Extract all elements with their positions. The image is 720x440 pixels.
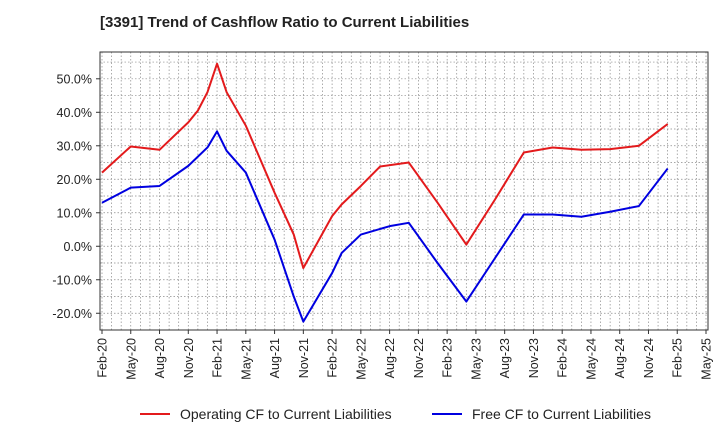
x-tick-label: Nov-20 [182, 338, 196, 378]
series-line-free-cf [101, 130, 669, 323]
x-tick-label: Feb-20 [96, 338, 110, 378]
x-tick-label: May-24 [584, 338, 598, 380]
x-tick-label: Aug-22 [383, 338, 397, 378]
x-tick-label: May-22 [354, 338, 368, 380]
y-tick-label: 50.0% [57, 72, 92, 86]
x-tick-label: Feb-23 [441, 338, 455, 378]
legend: Operating CF to Current Liabilities Free … [140, 406, 651, 422]
x-tick-label: May-25 [700, 338, 714, 380]
y-tick-label: -10.0% [52, 273, 92, 287]
y-tick-label: 30.0% [57, 139, 92, 153]
x-tick-label: Aug-21 [268, 338, 282, 378]
x-tick-label: Feb-25 [671, 338, 685, 378]
x-tick-label: Aug-23 [498, 338, 512, 378]
x-tick-label: Feb-22 [326, 338, 340, 378]
plot-border [99, 51, 709, 331]
y-tick-label: 20.0% [57, 173, 92, 187]
x-tick-label: May-21 [239, 338, 253, 380]
x-tick-label: Nov-24 [642, 338, 656, 378]
x-tick-label: Feb-21 [211, 338, 225, 378]
x-tick-label: Nov-23 [527, 338, 541, 378]
y-axis: 50.0% 40.0% 30.0% 20.0% 10.0% 0.0% -10.0% -20.0… [52, 72, 100, 321]
x-tick-label: May-20 [124, 338, 138, 380]
x-tick-label: Feb-24 [556, 338, 570, 378]
grid-lines [100, 52, 708, 331]
plot-area [100, 52, 708, 330]
x-tick-label: Aug-24 [613, 338, 627, 378]
legend-label: Free CF to Current Liabilities [472, 406, 651, 422]
y-tick-label: 10.0% [57, 206, 92, 220]
x-tick-label: Aug-20 [153, 338, 167, 378]
y-tick-label: -20.0% [52, 307, 92, 321]
x-axis: Feb-20 May-20 Aug-20 Nov-20 Feb-21 May-21 Aug-… [96, 330, 714, 380]
x-tick-label: Nov-21 [297, 338, 311, 378]
legend-label: Operating CF to Current Liabilities [180, 406, 392, 422]
series-line-operating-cf [101, 62, 669, 270]
x-tick-label: May-23 [469, 338, 483, 380]
x-tick-label: Nov-22 [412, 338, 426, 378]
legend-item-free-cf: Free CF to Current Liabilities [432, 406, 651, 422]
y-tick-label: 0.0% [64, 240, 93, 254]
series-lines [101, 62, 669, 323]
chart-title: [3391] Trend of Cashflow Ratio to Curren… [100, 14, 470, 31]
y-tick-label: 40.0% [57, 106, 92, 120]
legend-item-operating-cf: Operating CF to Current Liabilities [140, 406, 392, 422]
